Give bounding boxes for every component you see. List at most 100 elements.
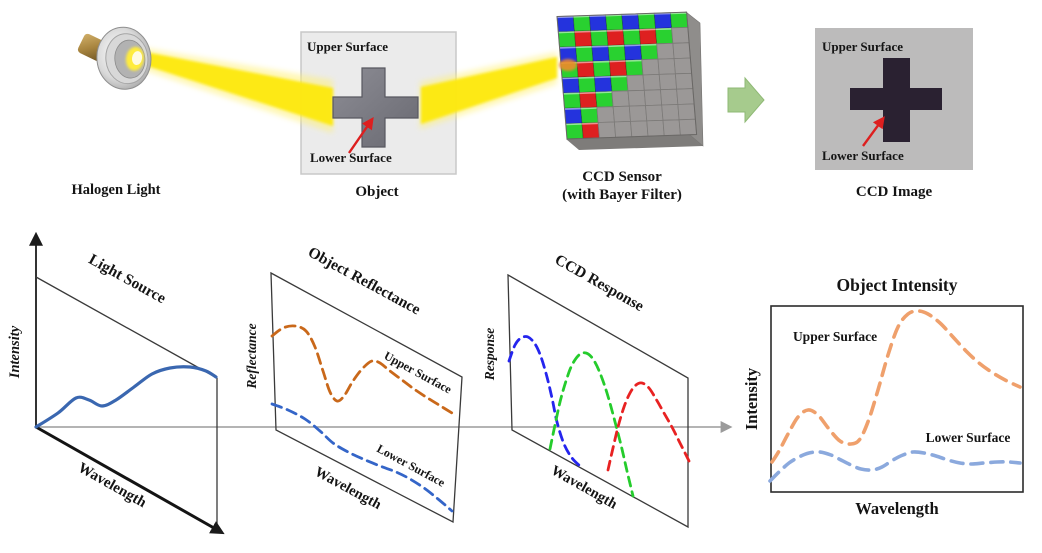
bayer-cell — [655, 27, 674, 45]
ccd-image-lower-label: Lower Surface — [822, 148, 904, 163]
bulb-filament — [132, 51, 143, 66]
ccd-image-pointer-arrow — [862, 116, 885, 147]
object-target: Upper Surface Lower Surface Object — [307, 39, 419, 200]
bayer-cell — [579, 91, 598, 109]
bayer-cell-highlight — [624, 44, 641, 47]
sensor-cell — [657, 58, 676, 75]
flow-arrow-icon — [727, 76, 765, 124]
sensor-cell — [673, 57, 693, 75]
bayer-cell-highlight — [576, 61, 594, 64]
bayer-cell — [640, 43, 659, 61]
bayer-cell — [610, 75, 629, 92]
bayer-cell-highlight — [575, 46, 592, 49]
bayer-cell-highlight — [559, 46, 576, 49]
object-reflectance-title: Object Reflectance — [305, 244, 423, 319]
sensor-cell — [626, 74, 645, 92]
reflectance-lower-curve — [270, 402, 454, 513]
bayer-cell — [592, 60, 612, 78]
sensor-cell — [630, 120, 649, 138]
bayer-cell-highlight — [622, 29, 640, 32]
reflectance-xlabel: Wavelength — [312, 464, 384, 513]
bayer-cell — [574, 30, 593, 47]
sensor-cell — [613, 120, 633, 138]
bayer-cell — [669, 11, 689, 29]
ccd-image-upper-label: Upper Surface — [822, 39, 903, 54]
beam-source-inner — [135, 51, 333, 126]
sensor-cell — [656, 42, 675, 60]
bayer-cell — [605, 13, 624, 31]
bayer-cell-highlight — [590, 30, 607, 33]
bayer-cell-highlight — [595, 91, 612, 94]
object-pointer-arrow — [348, 117, 374, 154]
bayer-cell-highlight — [581, 122, 599, 125]
sensor-cell — [672, 42, 691, 60]
reflectance-ylabel: Reflectance — [244, 323, 259, 389]
sensor-cell — [676, 88, 695, 105]
sensor-cell — [661, 104, 680, 121]
intensity-lower-label: Lower Surface — [926, 430, 1011, 445]
sensor-bottom-face — [566, 135, 703, 150]
intensity-upper-label: Upper Surface — [793, 329, 877, 344]
bayer-cell-highlight — [621, 13, 639, 16]
plot-object-reflectance: Reflectance Object Reflectance Upper Sur… — [244, 244, 463, 524]
sensor-cell — [627, 89, 646, 107]
response-red-curve — [606, 381, 691, 472]
ccd-image-cross — [850, 58, 942, 142]
beam-reflected-inner — [421, 57, 557, 124]
bayer-cell — [653, 12, 673, 29]
sensor-cell — [628, 105, 648, 122]
bayer-cell — [638, 28, 658, 45]
bayer-cell — [621, 13, 640, 31]
plot-light-source: Intensity Light Source Wavelength — [7, 231, 225, 535]
bayer-cell — [608, 59, 628, 77]
bayer-cell — [580, 106, 599, 124]
bayer-cell-highlight — [573, 15, 590, 18]
bayer-cell-highlight — [610, 75, 627, 78]
panel2-frame — [270, 271, 463, 524]
reflectance-lower-label: Lower Surface — [374, 441, 448, 490]
bayer-cell — [588, 14, 608, 32]
sensor-cell — [678, 118, 698, 136]
sensor-front-outline — [556, 11, 698, 140]
response-ylabel: Response — [482, 328, 497, 382]
bayer-cell — [590, 29, 609, 47]
light-source-title: Light Source — [86, 251, 169, 307]
sensor-cell — [646, 119, 665, 137]
bayer-cell — [581, 122, 600, 139]
plot-object-intensity: Object Intensity Intensity Upper Surface… — [742, 275, 1024, 518]
bayer-cell-highlight — [589, 14, 606, 17]
sensor-cell — [645, 104, 664, 122]
sensor-cell — [660, 88, 679, 106]
bayer-cell-highlight — [608, 44, 625, 48]
bayer-cell — [576, 60, 595, 78]
bayer-cell-highlight — [580, 107, 597, 110]
bayer-cell-highlight — [578, 76, 595, 79]
response-blue-curve — [507, 335, 583, 469]
reflectance-upper-curve — [270, 324, 454, 415]
ccd-image: Upper Surface Lower Surface CCD Image — [815, 28, 973, 200]
bayer-cell — [593, 75, 613, 93]
sensor-cell — [671, 26, 690, 44]
bayer-cell-highlight — [606, 29, 624, 32]
bayer-cell-highlight — [556, 16, 574, 19]
bayer-cell — [625, 59, 644, 76]
light-source-curve — [34, 365, 218, 429]
ccd-sensor-label-line2: (with Bayer Filter) — [562, 187, 682, 203]
object-intensity-title: Object Intensity — [836, 275, 957, 295]
sensor-beam-spot — [559, 59, 577, 71]
wavelength-axis — [35, 425, 225, 535]
bayer-cell-highlight — [561, 77, 579, 80]
sensor-cell — [612, 105, 631, 123]
bayer-cell — [622, 28, 641, 46]
bayer-cell — [557, 30, 577, 48]
object-upper-surface-label: Upper Surface — [307, 39, 388, 54]
bayer-cell-highlight — [639, 28, 656, 31]
bayer-cell-highlight — [564, 107, 581, 110]
bayer-cell — [575, 45, 594, 63]
bayer-cell — [607, 44, 626, 62]
bayer-cell — [556, 15, 575, 33]
bayer-cell — [564, 107, 583, 125]
sensor-cell — [658, 73, 678, 91]
